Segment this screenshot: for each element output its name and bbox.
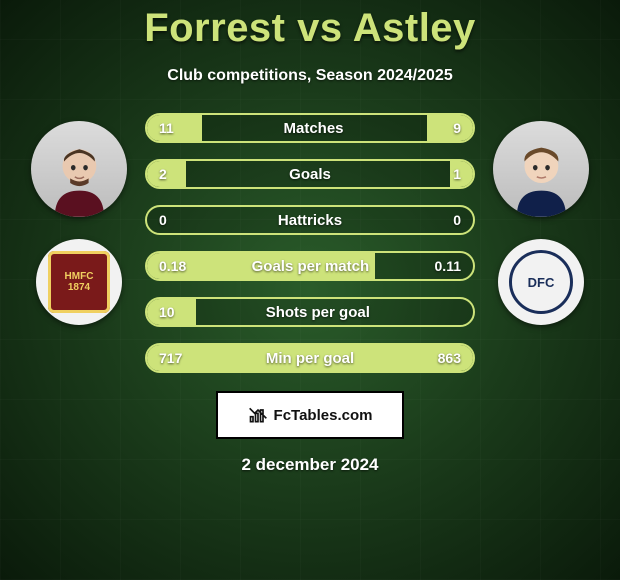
stat-label: Shots per goal <box>175 304 461 321</box>
stat-left-value: 717 <box>159 350 182 366</box>
stat-bar: 717Min per goal863 <box>145 343 475 373</box>
stat-label: Matches <box>174 120 453 137</box>
stat-left-value: 11 <box>159 120 174 136</box>
stat-bar: 0.18Goals per match0.11 <box>145 251 475 281</box>
page-title: Forrest vs Astley <box>144 6 476 51</box>
stat-left-value: 0 <box>159 212 167 228</box>
page-subtitle: Club competitions, Season 2024/2025 <box>167 67 452 85</box>
main-row: HMFC 1874 11Matches92Goals10Hattricks00.… <box>0 113 620 373</box>
left-club-short: HMFC <box>65 271 94 282</box>
date-text: 2 december 2024 <box>241 455 378 475</box>
stat-bar: 11Matches9 <box>145 113 475 143</box>
left-player-avatar <box>31 121 127 217</box>
right-player-avatar <box>493 121 589 217</box>
stats-bars: 11Matches92Goals10Hattricks00.18Goals pe… <box>145 113 475 373</box>
stat-left-value: 10 <box>159 304 175 320</box>
stat-right-value: 0.11 <box>435 258 461 274</box>
right-club-badge-inner: DFC <box>509 250 573 314</box>
left-club-year: 1874 <box>65 282 94 293</box>
right-column: DFC <box>493 113 589 325</box>
stat-left-value: 2 <box>159 166 167 182</box>
person-icon <box>503 140 580 217</box>
footer-brand-box[interactable]: FcTables.com <box>216 391 404 439</box>
left-column: HMFC 1874 <box>31 113 127 325</box>
stat-label: Goals per match <box>186 258 434 275</box>
stat-bar: 10Shots per goal <box>145 297 475 327</box>
stat-label: Goals <box>167 166 453 183</box>
footer-brand-text: FcTables.com <box>274 407 373 424</box>
stat-right-value: 9 <box>453 120 461 136</box>
left-club-badge: HMFC 1874 <box>36 239 122 325</box>
chart-icon <box>248 405 268 425</box>
right-club-short: DFC <box>528 275 555 290</box>
stat-bar: 0Hattricks0 <box>145 205 475 235</box>
left-club-badge-inner: HMFC 1874 <box>48 251 110 313</box>
person-icon <box>41 140 118 217</box>
right-club-badge: DFC <box>498 239 584 325</box>
stat-label: Hattricks <box>167 212 453 229</box>
stat-left-value: 0.18 <box>159 258 186 274</box>
stat-right-value: 863 <box>438 350 461 366</box>
stat-label: Min per goal <box>182 350 437 367</box>
stat-bar: 2Goals1 <box>145 159 475 189</box>
content-root: Forrest vs Astley Club competitions, Sea… <box>0 0 620 580</box>
stat-right-value: 0 <box>453 212 461 228</box>
stat-right-value: 1 <box>453 166 461 182</box>
